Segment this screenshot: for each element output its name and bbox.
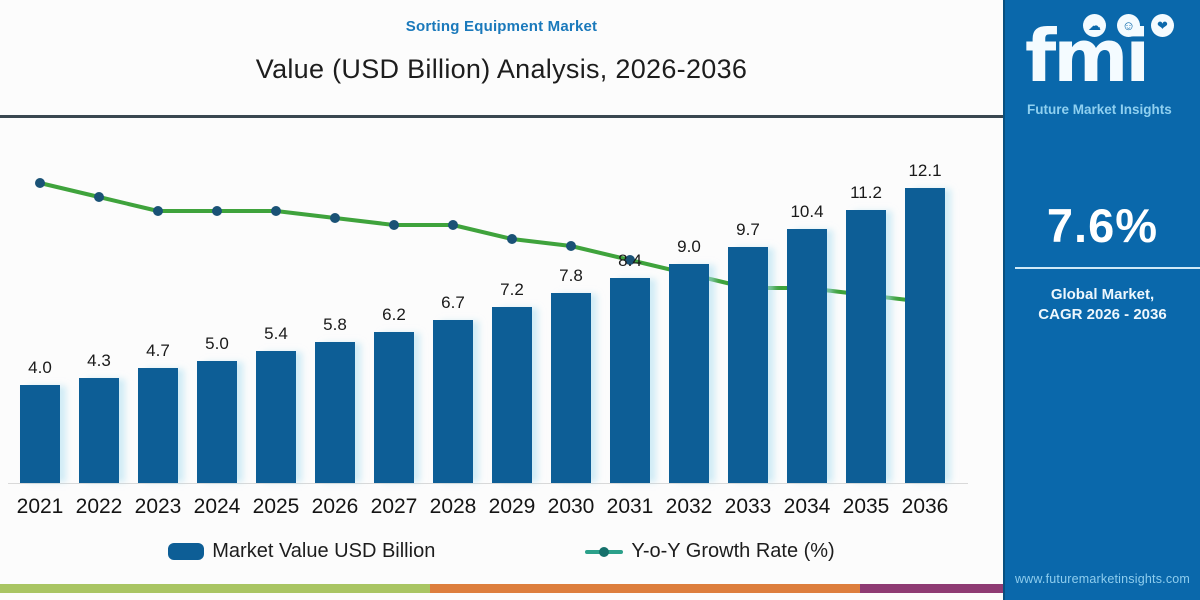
x-tick-2035: 2035 [842,495,890,518]
cagr-caption: Global Market, CAGR 2026 - 2036 [1005,285,1200,326]
x-tick-2036: 2036 [901,495,949,518]
x-tick-2032: 2032 [665,495,713,518]
bar-value-label-2028: 6.7 [441,292,465,312]
bar-2023 [138,368,178,483]
person-icon: ☺ [1117,14,1140,37]
cagr-value: 7.6% [1046,199,1159,252]
legend-bar-label: Market Value USD Billion [212,540,436,562]
bar-2021 [20,385,60,483]
x-tick-2030: 2030 [547,495,595,518]
bar-2036 [905,188,945,483]
x-axis-line [8,483,968,484]
strip-segment-green [0,584,430,593]
bar-value-label-2029: 7.2 [500,280,524,300]
bar-2030 [551,292,591,483]
bar-2032 [669,263,709,483]
x-tick-2027: 2027 [370,495,418,518]
x-tick-2024: 2024 [193,495,241,518]
bar-2033 [728,246,768,483]
chat-icon: ❤ [1151,14,1174,37]
strip-segment-purple [860,584,1003,593]
cagr-block: 7.6% Global Market, CAGR 2026 - 2036 [1005,198,1200,326]
x-tick-2023: 2023 [134,495,182,518]
bar-2026 [315,341,355,483]
x-tick-2029: 2029 [488,495,536,518]
title-divider [0,115,1003,118]
x-tick-2021: 2021 [16,495,64,518]
bar-2025 [256,351,296,483]
x-tick-2025: 2025 [252,495,300,518]
plot-area: 4.0 2021 4.3 2022 4.7 2023 5.0 2024 5.4 2025 5.8 20… [8,161,968,518]
bar-value-label-2035: 11.2 [850,182,882,202]
bar-2028 [433,319,473,483]
legend-item-bar: Market Value USD Billion [168,540,435,563]
x-tick-2031: 2031 [606,495,654,518]
bar-value-label-2022: 4.3 [87,351,111,371]
bar-series-swatch [168,543,205,560]
bar-value-label-2023: 4.7 [146,341,170,361]
bar-value-label-2036: 12.1 [908,161,942,180]
bar-value-label-2031: 8.4 [618,251,642,271]
bar-2029 [492,307,532,483]
bar-value-label-2024: 5.0 [205,334,229,354]
bar-2035 [846,209,886,483]
legend: Market Value USD Billion Y-o-Y Growth Ra… [0,540,1003,563]
brand-sidebar: fmi ☁ ☺ ❤ Future Market Insights 7.6% Gl… [1003,0,1200,600]
bar-value-label-2027: 6.2 [382,304,406,324]
legend-line-label: Y-o-Y Growth Rate (%) [631,540,835,562]
x-tick-2022: 2022 [75,495,123,518]
cagr-caption-line1: Global Market, [1050,286,1155,303]
bar-2027 [374,331,414,483]
line-series-swatch [585,546,624,557]
x-tick-2028: 2028 [429,495,477,518]
website-url: www.futuremarketinsights.com [1014,572,1191,586]
logo-subtitle: Future Market Insights [1027,102,1172,117]
chart-panel: Sorting Equipment Market Value (USD Bill… [0,18,1003,593]
bar-value-label-2021: 4.0 [28,358,52,378]
line-marker-icon [599,546,610,557]
bar-value-label-2026: 5.8 [323,314,347,334]
fmi-logo: fmi ☁ ☺ ❤ Future Market Insights [1005,6,1200,126]
bar-value-label-2030: 7.8 [559,265,583,285]
bar-2034 [787,229,827,483]
bar-value-label-2032: 9.0 [677,236,701,256]
x-tick-2034: 2034 [783,495,831,518]
logo-icons: ☁ ☺ ❤ [1083,14,1174,37]
bar-value-label-2034: 10.4 [790,202,824,222]
chart-title: Value (USD Billion) Analysis, 2026-2036 [255,54,748,84]
bar-2022 [79,378,119,483]
footer-color-strip [0,584,1003,593]
cloud-icon: ☁ [1083,14,1106,37]
bar-2024 [197,361,237,483]
legend-item-line: Y-o-Y Growth Rate (%) [585,540,835,563]
x-tick-2026: 2026 [311,495,359,518]
cagr-divider [1015,267,1200,269]
bar-value-label-2025: 5.4 [264,324,288,344]
strip-segment-orange [430,584,860,593]
bar-value-label-2033: 9.7 [736,219,760,239]
cagr-caption-line2: CAGR 2026 - 2036 [1038,306,1167,324]
chart-eyebrow-title: Sorting Equipment Market [405,18,598,35]
bar-2031 [610,278,650,483]
x-tick-2033: 2033 [724,495,772,518]
